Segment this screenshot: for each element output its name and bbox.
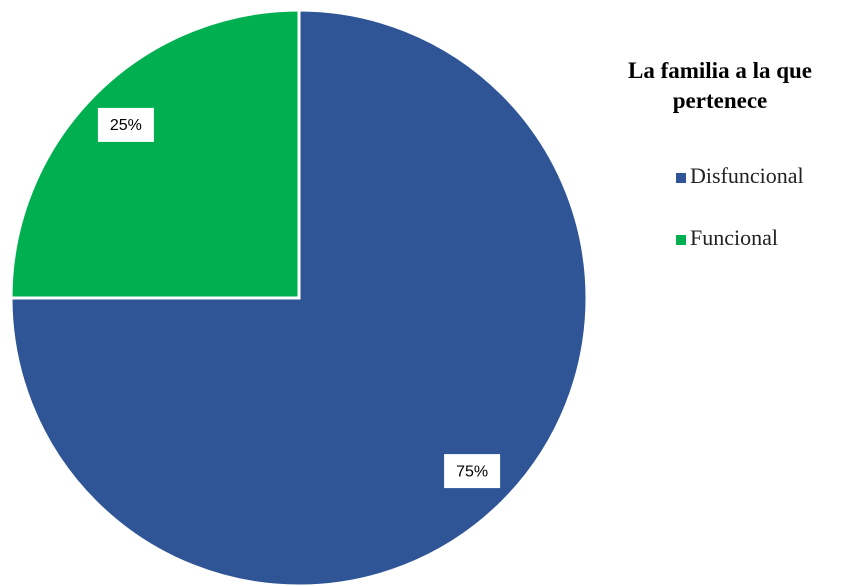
data-label-box	[97, 107, 154, 142]
data-label: 75%	[456, 463, 488, 480]
data-label-box	[444, 454, 501, 489]
pie-slice	[9, 8, 301, 300]
legend-marker	[676, 235, 686, 245]
legend-marker	[676, 173, 686, 183]
data-label: 25%	[110, 117, 142, 134]
legend-label: Funcional	[690, 225, 778, 250]
legend-title: La familia a la que pertenece	[627, 58, 812, 113]
legend-label: Disfuncional	[690, 163, 804, 188]
